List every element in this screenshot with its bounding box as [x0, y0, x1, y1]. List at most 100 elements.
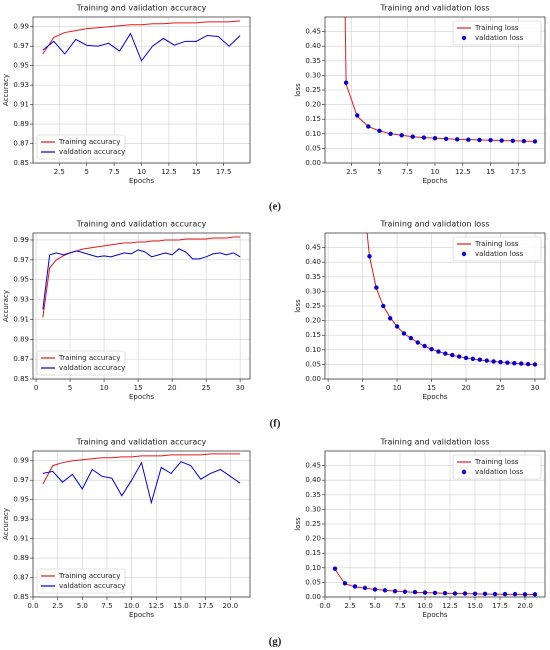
x-tick-label: 12.5	[161, 168, 177, 176]
data-point	[477, 137, 482, 143]
y-tick-label: 0.40	[305, 258, 321, 266]
legend-marker	[461, 35, 467, 41]
x-tick-label: 17.5	[216, 168, 232, 176]
legend-label: Training loss	[474, 24, 519, 32]
x-axis-label: Epochs	[422, 611, 447, 619]
y-axis-label: loss	[294, 83, 302, 97]
legend: Training accuracy valdation accuracy	[36, 350, 126, 376]
y-tick-label: 0.25	[305, 302, 321, 310]
legend-label: valdation accuracy	[59, 364, 125, 372]
x-tick-label: 0	[34, 384, 38, 392]
y-tick-label: 0.91	[13, 535, 29, 543]
legend-label: valdation accuracy	[59, 148, 125, 156]
chart-panel: Training and validation lossEpochsloss0.…	[294, 438, 546, 619]
legend: Training accuracy valdation accuracy	[36, 568, 126, 594]
x-tick-label: 7.5	[109, 168, 120, 176]
legend-box	[36, 568, 126, 594]
y-tick-label: 0.40	[305, 42, 321, 50]
panel-caption: (f)	[270, 418, 281, 430]
x-tick-label: 2.5	[52, 602, 63, 610]
x-tick-label: 30	[236, 384, 245, 392]
y-axis-label: Accuracy	[2, 290, 10, 322]
chart-panel: Training and validation lossEpochsloss0.…	[294, 220, 546, 401]
x-tick-label: 15.0	[467, 602, 483, 610]
data-point	[381, 303, 386, 309]
data-point	[382, 588, 388, 593]
chart-title: Training and validation loss	[379, 4, 489, 13]
y-tick-label: 0.91	[13, 315, 29, 323]
y-tick-label: 0.35	[305, 57, 321, 65]
plot-frame	[32, 450, 251, 598]
y-tick-label: 0.95	[13, 276, 29, 284]
y-tick-label: 0.93	[13, 515, 29, 523]
data-point	[387, 316, 393, 321]
data-point	[412, 589, 418, 595]
x-tick-label: 12.5	[148, 602, 164, 610]
legend-label: Training accuracy	[58, 138, 120, 146]
y-tick-label: 0.30	[305, 71, 321, 79]
x-tick-label: 25	[202, 384, 211, 392]
data-point	[498, 359, 503, 365]
data-point	[492, 591, 498, 597]
x-tick-label: 17.5	[492, 602, 508, 610]
legend-box	[36, 350, 126, 376]
y-tick-label: 0.15	[305, 331, 321, 339]
data-point	[484, 358, 489, 363]
y-tick-label: 0.89	[13, 554, 29, 562]
y-tick-label: 0.35	[305, 273, 321, 281]
x-tick-label: 15	[486, 168, 495, 176]
data-point	[502, 591, 508, 597]
x-tick-label: 2.5	[344, 602, 355, 610]
x-tick-label: 10.0	[417, 602, 433, 610]
x-tick-label: 10.0	[124, 602, 140, 610]
x-tick-label: 2.5	[54, 168, 65, 176]
chart-panel: Training and validation accuracy Epochs Ac…	[2, 4, 251, 185]
x-axis-label: Epochs	[129, 393, 154, 401]
series-line	[42, 461, 241, 505]
legend-label: Training loss	[474, 240, 519, 248]
data-point	[410, 134, 415, 139]
x-tick-label: 10	[100, 384, 109, 392]
y-tick-label: 0.97	[13, 42, 29, 50]
y-tick-label: 0.87	[13, 574, 29, 582]
legend-marker	[461, 251, 467, 257]
legend-box	[452, 20, 542, 46]
data-point	[432, 590, 438, 596]
data-point	[415, 340, 420, 345]
y-tick-label: 0.93	[13, 296, 29, 304]
x-tick-label: 25	[496, 384, 505, 392]
legend: Training accuracy valdation accuracy	[36, 134, 125, 160]
data-point	[421, 135, 427, 140]
legend-label: valdation accuracy	[59, 582, 125, 590]
data-point	[505, 360, 510, 365]
data-point	[429, 347, 434, 352]
data-point	[532, 592, 538, 597]
data-point	[355, 113, 360, 118]
legend-marker	[461, 469, 467, 475]
y-tick-label: 0.15	[305, 115, 321, 123]
data-point	[443, 351, 448, 356]
y-tick-label: 0.40	[305, 476, 321, 484]
data-point	[482, 591, 488, 596]
plot-area	[332, 566, 538, 597]
data-point	[532, 362, 538, 367]
y-tick-label: 0.97	[13, 476, 29, 484]
data-point	[422, 590, 428, 595]
x-tick-label: 15	[427, 384, 436, 392]
x-tick-label: 30	[531, 384, 540, 392]
data-point	[472, 591, 478, 596]
chart-title: Training and validation loss	[379, 220, 489, 229]
x-tick-label: 5	[360, 384, 364, 392]
legend-label: Training accuracy	[58, 354, 120, 362]
data-point	[392, 588, 398, 594]
y-tick-label: 0.00	[305, 159, 321, 167]
y-axis-label: loss	[294, 299, 302, 313]
plot-area	[42, 453, 241, 505]
series-line	[42, 20, 241, 55]
data-point	[477, 357, 483, 362]
chart-panel: Training and validation accuracy Epochs Ac…	[2, 438, 251, 619]
x-axis-label: Epochs	[129, 177, 154, 185]
data-point	[466, 137, 471, 142]
data-point	[408, 335, 414, 341]
